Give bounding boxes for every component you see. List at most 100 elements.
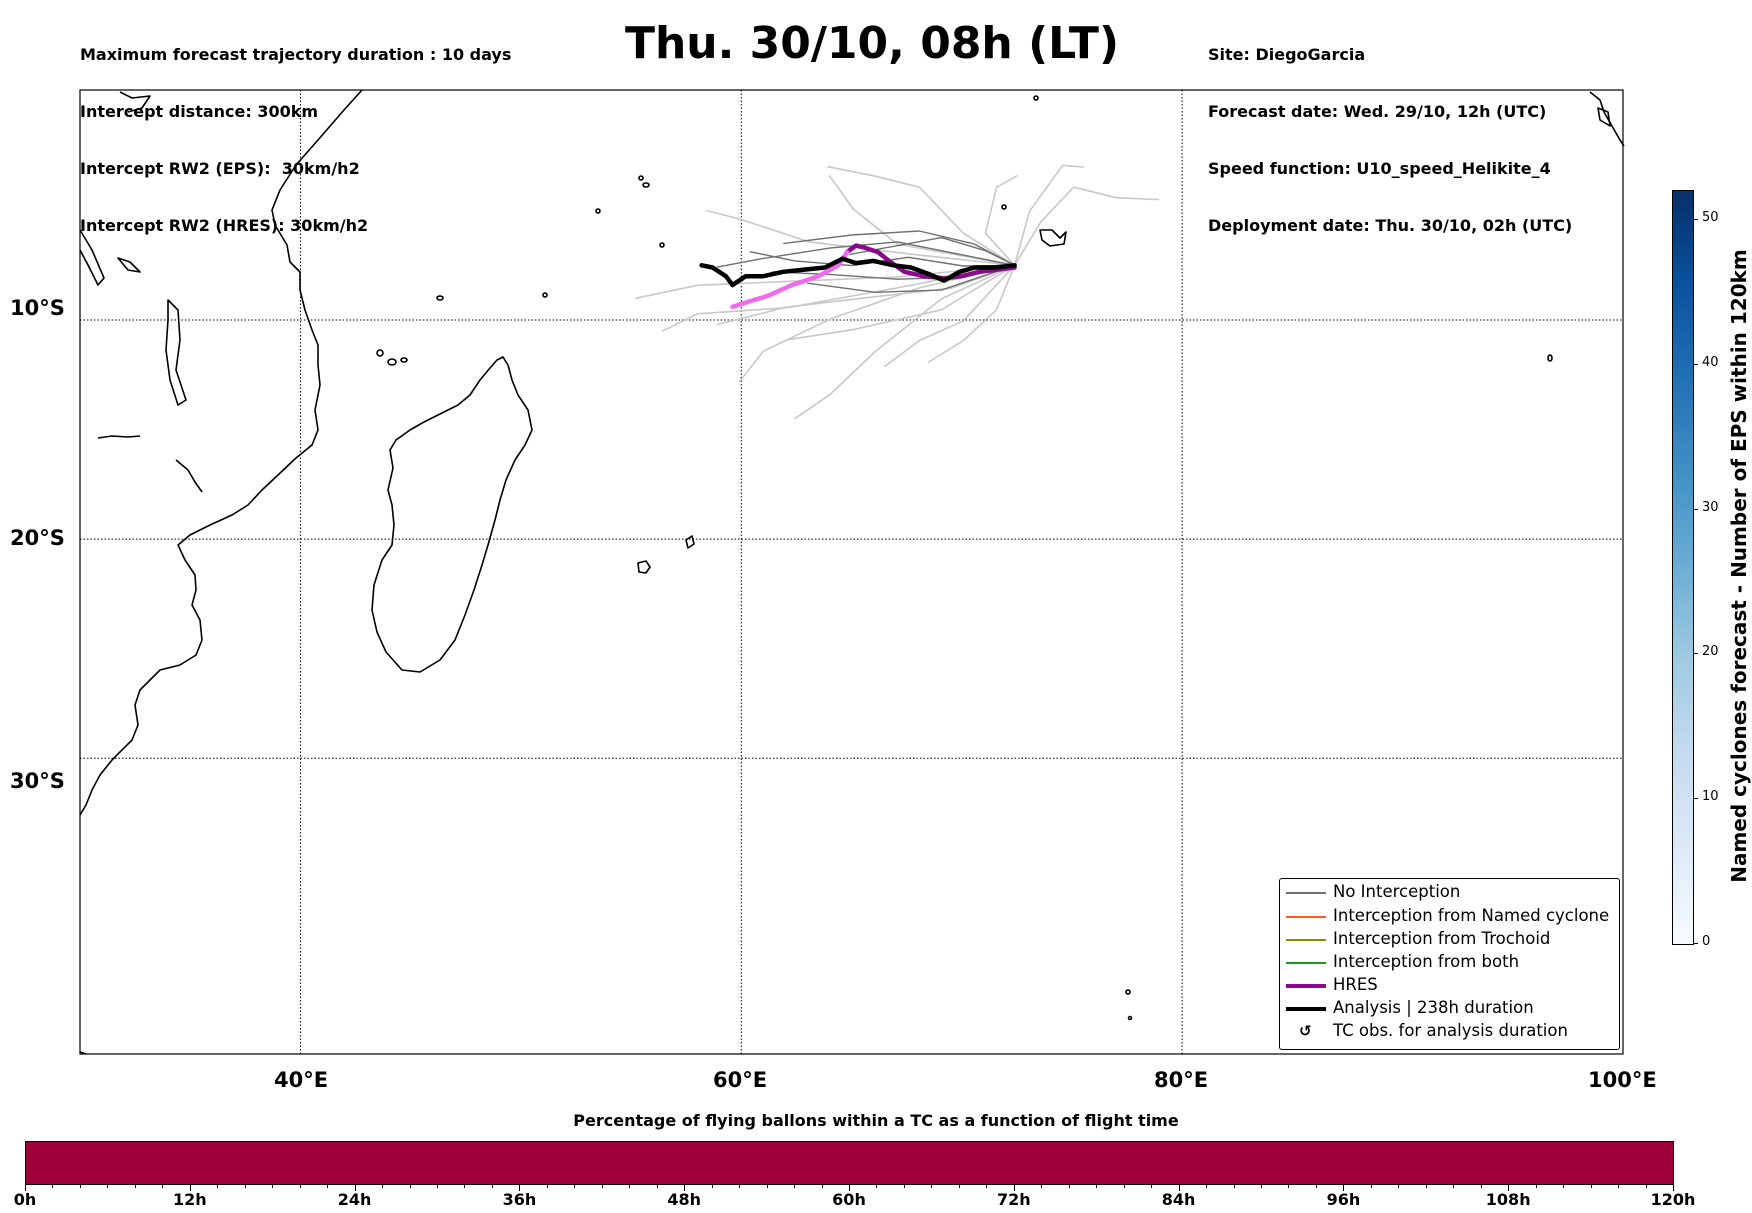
eps-trajectory: [1013, 186, 1160, 267]
eps-trajectory: [849, 236, 1016, 266]
header-right-line: Site: DiegoGarcia: [1208, 45, 1366, 64]
colorbar-tick-mark: [1693, 943, 1698, 944]
colorbar-horizontal: [25, 1141, 1674, 1185]
colorbar-h-tick-mark: [849, 1184, 850, 1191]
legend-item-analysis: Analysis | 238h duration: [1280, 997, 1619, 1019]
colorbar-h-minor-tick: [1123, 1184, 1125, 1188]
header-left-line: Maximum forecast trajectory duration : 1…: [80, 45, 512, 64]
colorbar-h-minor-tick: [1206, 1184, 1208, 1188]
colorbar-h-tick-label: 36h: [502, 1190, 537, 1209]
legend-item-tc-obs: ↺ TC obs. for analysis duration: [1280, 1020, 1619, 1042]
colorbar-h-minor-tick: [1618, 1184, 1620, 1188]
legend-label: Interception from both: [1333, 952, 1520, 971]
header-right-line: Deployment date: Thu. 30/10, 02h (UTC): [1208, 216, 1573, 235]
colorbar-tick-label: 30: [1702, 499, 1719, 515]
colorbar-h-tick-label: 108h: [1485, 1190, 1531, 1209]
lon-label-60e: 60°E: [713, 1068, 768, 1092]
legend-swatch: [1286, 939, 1326, 941]
colorbar-h-minor-tick: [656, 1184, 658, 1188]
island: [542, 292, 548, 298]
colorbar-h-tick-mark: [1343, 1184, 1345, 1191]
eps-trajectory: [784, 264, 1016, 341]
coastline-fragment: [119, 91, 151, 113]
island: [1127, 1015, 1133, 1021]
eps-trajectory: [806, 264, 1016, 293]
colorbar-h-minor-tick: [162, 1184, 164, 1188]
eps-trajectory: [794, 264, 1016, 420]
colorbar-h-tick-mark: [354, 1184, 356, 1191]
colorbar-tick-mark: [1693, 653, 1698, 655]
colorbar-h-minor-tick: [574, 1184, 576, 1188]
colorbar-h-minor-tick: [1563, 1184, 1565, 1188]
colorbar-h-tick-mark: [1013, 1184, 1015, 1191]
colorbar-h-minor-tick: [766, 1184, 768, 1188]
eps-trajectory: [716, 264, 1016, 326]
legend-swatch: [1286, 962, 1326, 964]
colorbar-h-minor-tick: [1288, 1184, 1290, 1188]
colorbar-vertical-label: Named cyclones forecast - Number of EPS …: [1727, 249, 1751, 883]
reunion-island: [637, 560, 651, 574]
colorbar-h-minor-tick: [134, 1184, 136, 1188]
eps-trajectory: [827, 165, 1016, 267]
hres-trajectory-end: [730, 249, 850, 310]
africa-coastline: [79, 89, 363, 816]
colorbar-h-minor-tick: [244, 1184, 246, 1188]
colorbar-h-minor-tick: [1590, 1184, 1592, 1188]
legend-label: Analysis | 238h duration: [1333, 998, 1534, 1017]
colorbar-h-minor-tick: [52, 1184, 54, 1188]
lon-label-100e: 100°E: [1588, 1068, 1657, 1092]
header-right-line: Speed function: U10_speed_Helikite_4: [1208, 159, 1551, 178]
colorbar-tick-label: 50: [1702, 209, 1719, 225]
header-right-line: Forecast date: Wed. 29/10, 12h (UTC): [1208, 102, 1547, 121]
colorbar-h-minor-tick: [986, 1184, 988, 1188]
colorbar-h-tick-mark: [189, 1184, 191, 1191]
colorbar-h-minor-tick: [1096, 1184, 1098, 1188]
colorbar-h-minor-tick: [299, 1184, 301, 1188]
colorbar-h-tick-label: 72h: [996, 1190, 1031, 1209]
colorbar-tick-mark: [1693, 218, 1698, 220]
lon-label-40e: 40°E: [274, 1068, 329, 1092]
colorbar-h-minor-tick: [382, 1184, 384, 1188]
colorbar-tick-label: 40: [1702, 354, 1719, 370]
coastline-fragment: [79, 229, 105, 286]
colorbar-h-minor-tick: [1398, 1184, 1400, 1188]
colorbar-h-minor-tick: [437, 1184, 438, 1188]
colorbar-h-minor-tick: [1480, 1184, 1482, 1188]
colorbar-h-tick-label: 48h: [667, 1190, 702, 1209]
colorbar-tick-mark: [1693, 798, 1698, 800]
coastline-fragment: [175, 459, 203, 493]
colorbar-h-tick-label: 96h: [1326, 1190, 1361, 1209]
colorbar-h-minor-tick: [327, 1184, 329, 1188]
colorbar-h-tick-mark: [519, 1184, 521, 1191]
colorbar-h-minor-tick: [601, 1184, 603, 1188]
coastline-fragment: [1589, 91, 1625, 147]
colorbar-h-minor-tick: [1370, 1184, 1372, 1188]
island: [1001, 204, 1007, 210]
island: [595, 208, 601, 214]
colorbar-h-tick-label: 84h: [1161, 1190, 1196, 1209]
header-left-line: Intercept RW2 (HRES): 30km/h2: [80, 216, 369, 235]
legend-label: TC obs. for analysis duration: [1333, 1021, 1568, 1040]
colorbar-h-minor-tick: [272, 1184, 274, 1188]
colorbar-h-tick-label: 0h: [13, 1190, 37, 1209]
analysis-trajectory: [699, 256, 1017, 288]
colorbar-h-minor-tick: [107, 1184, 109, 1188]
colorbar-h-minor-tick: [739, 1184, 741, 1188]
eps-trajectory: [984, 175, 1018, 267]
colorbar-tick-label: 20: [1702, 644, 1719, 660]
island: [436, 295, 444, 301]
lon-label-80e: 80°E: [1154, 1068, 1209, 1092]
colorbar-vertical: [1672, 190, 1694, 945]
colorbar-h-minor-tick: [958, 1184, 960, 1188]
colorbar-h-minor-tick: [1041, 1184, 1043, 1188]
colorbar-h-minor-tick: [903, 1184, 905, 1188]
coastline-fragment: [117, 257, 141, 273]
coastlines: [79, 89, 1625, 1055]
colorbar-h-minor-tick: [79, 1184, 81, 1188]
island: [642, 182, 650, 188]
colorbar-tick-mark: [1693, 508, 1698, 510]
eps-trajectory: [928, 264, 1016, 363]
colorbar-h-minor-tick: [217, 1184, 219, 1188]
legend-item-named-cyclone: Interception from Named cyclone: [1280, 905, 1619, 927]
